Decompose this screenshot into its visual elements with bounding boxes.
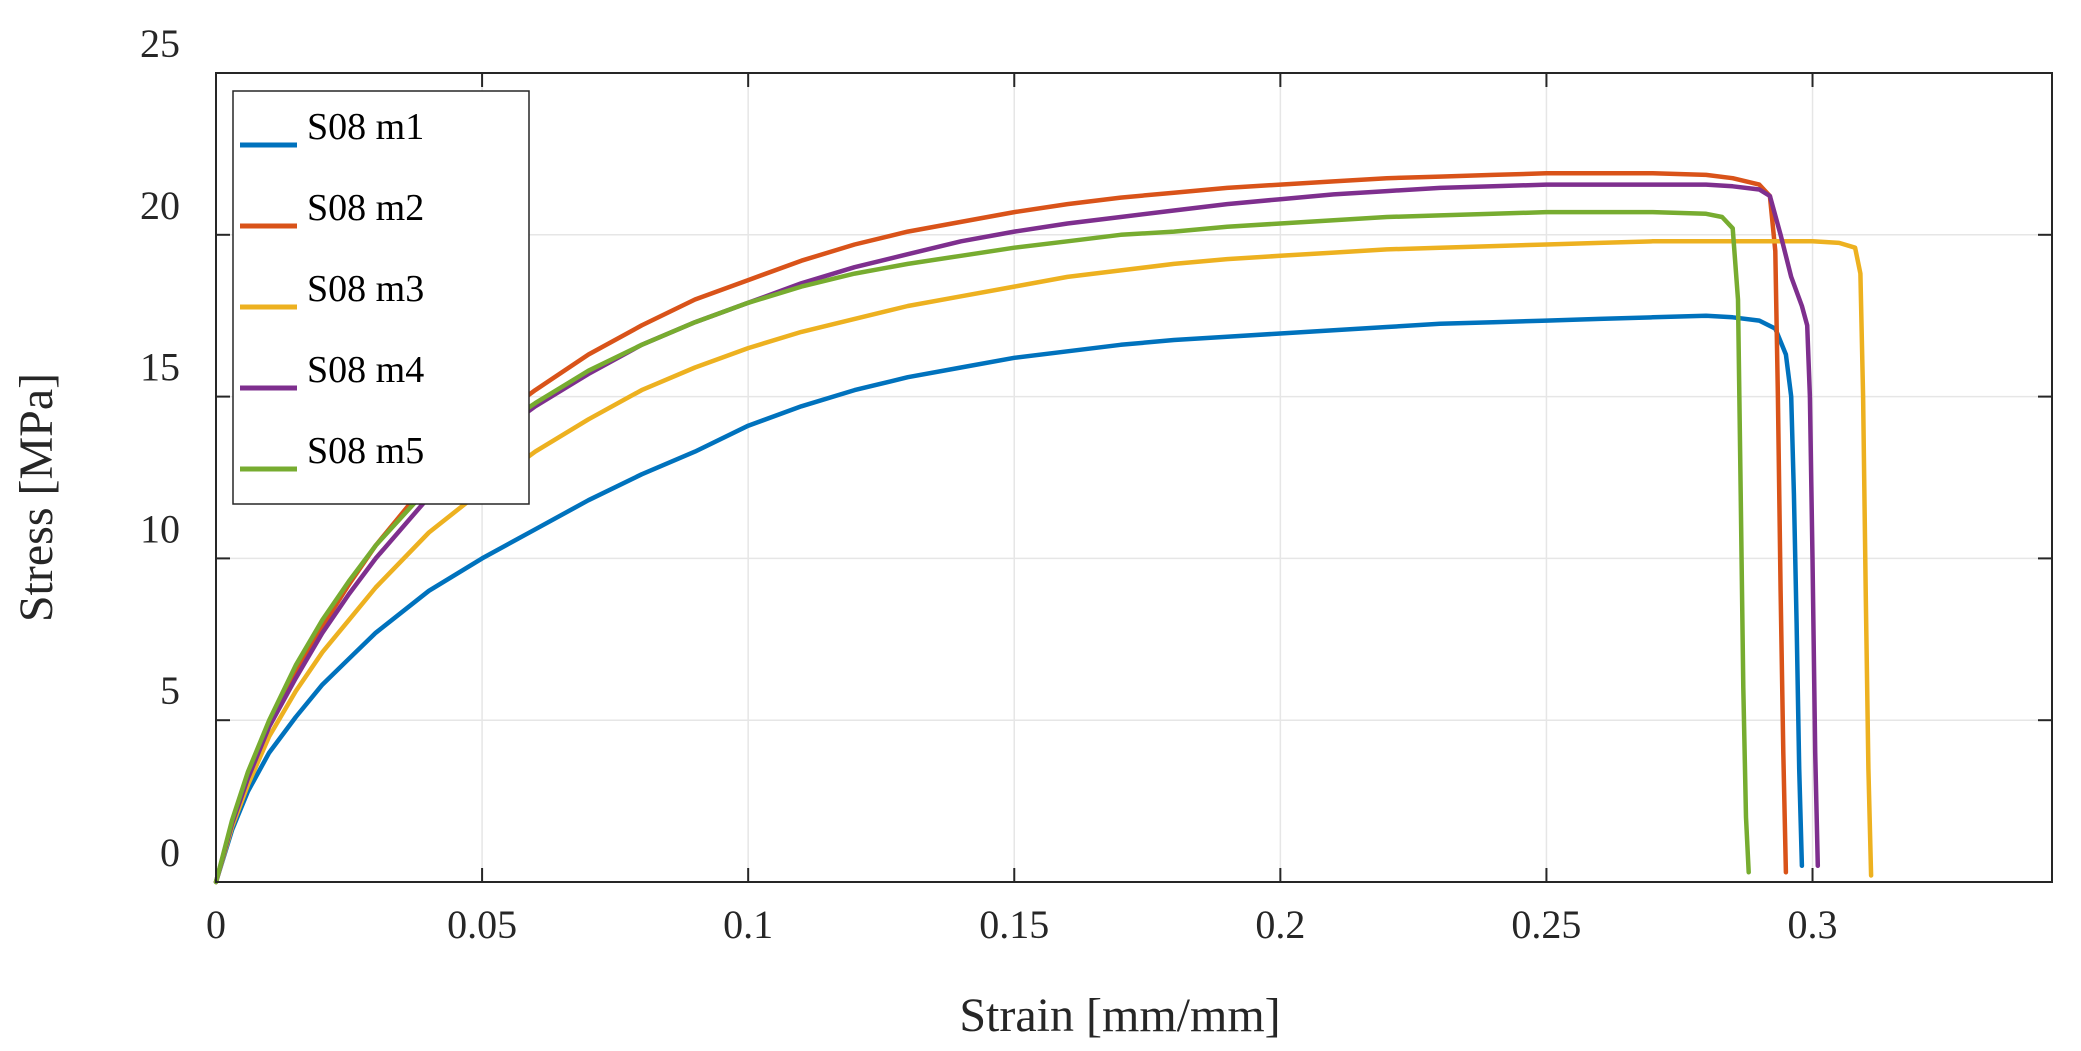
legend: S08 m1 S08 m2 S08 m3 S08 m4 S08 m5 bbox=[232, 90, 530, 505]
legend-label: S08 m5 bbox=[307, 430, 424, 472]
y-tick-label: 15 bbox=[140, 345, 180, 390]
plot-series bbox=[213, 171, 1874, 885]
y-tick-label: 25 bbox=[140, 21, 180, 66]
x-tick-label: 0.1 bbox=[723, 902, 773, 947]
legend-label: S08 m1 bbox=[307, 106, 424, 148]
series-line-s08-m1 bbox=[213, 313, 1805, 885]
series-line-s08-m5 bbox=[213, 209, 1751, 885]
legend-label: S08 m3 bbox=[307, 268, 424, 310]
series-line-s08-m4 bbox=[213, 182, 1821, 885]
axes-box bbox=[215, 72, 2053, 883]
y-tick-label: 10 bbox=[140, 506, 180, 551]
y-axis-label: Stress [MPa] bbox=[10, 373, 63, 622]
legend-label: S08 m2 bbox=[307, 187, 424, 229]
x-axis-label: Strain [mm/mm] bbox=[959, 989, 1280, 1042]
y-tick-label: 20 bbox=[140, 183, 180, 228]
x-tick-label: 0.2 bbox=[1255, 902, 1305, 947]
series-line-s08-m3 bbox=[213, 239, 1874, 885]
x-tick-label: 0.05 bbox=[447, 902, 517, 947]
x-tick-label: 0.25 bbox=[1511, 902, 1581, 947]
x-tick-label: 0.15 bbox=[979, 902, 1049, 947]
axis-ticks: 0 0.05 0.1 0.15 0.2 0.25 0.3 0 5 10 15 20 25 bbox=[140, 21, 2052, 947]
legend-box bbox=[232, 90, 530, 505]
legend-label: S08 m4 bbox=[307, 349, 424, 391]
x-tick-label: 0 bbox=[206, 902, 226, 947]
y-tick-label: 0 bbox=[160, 830, 180, 875]
x-tick-label: 0.3 bbox=[1788, 902, 1838, 947]
y-tick-label: 5 bbox=[160, 668, 180, 713]
